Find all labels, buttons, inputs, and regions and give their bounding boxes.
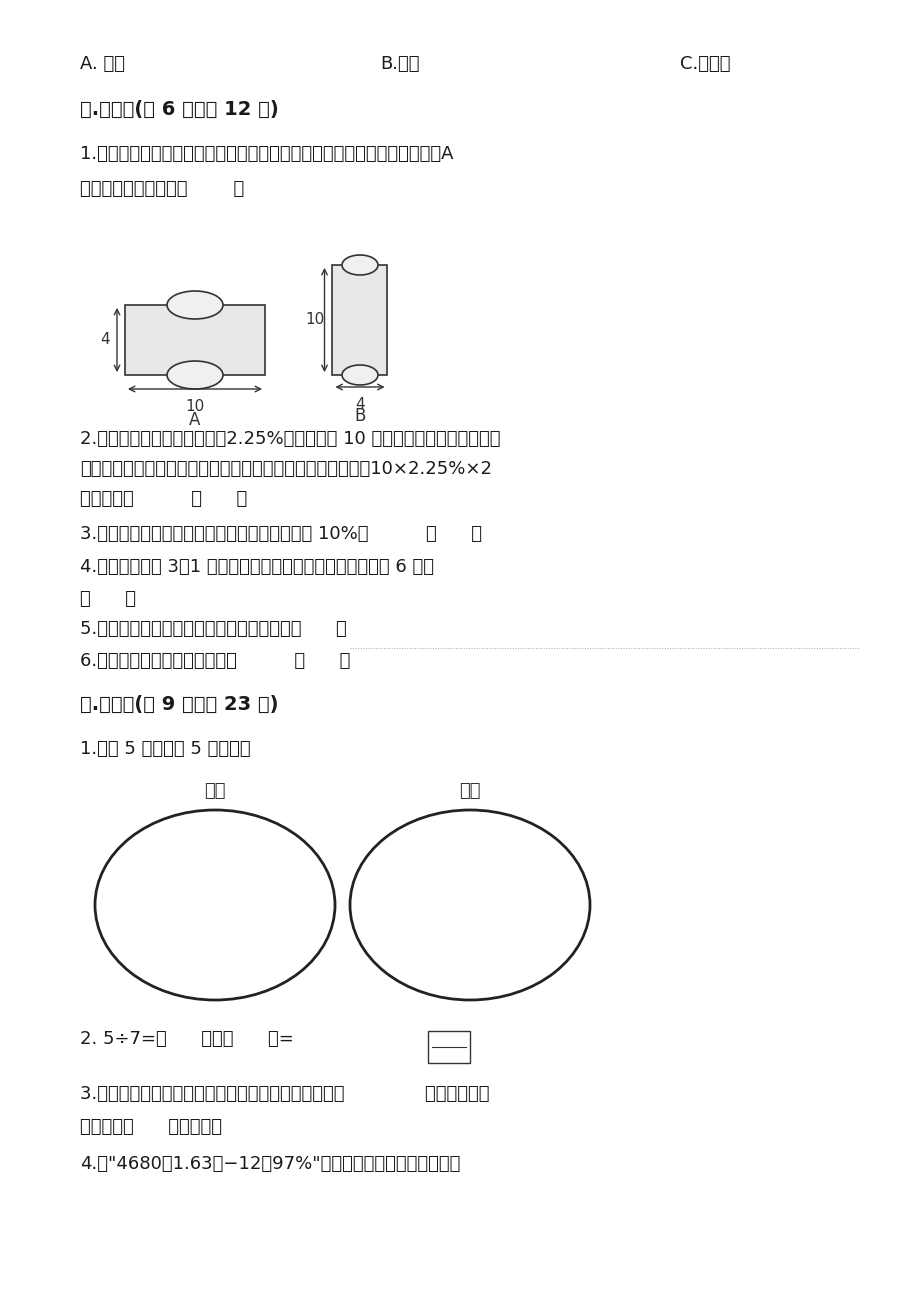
Ellipse shape — [95, 810, 335, 1000]
Ellipse shape — [167, 361, 222, 389]
Text: 5.分数值一定，分子和分母成正比例关系。（      ）: 5.分数值一定，分子和分母成正比例关系。（ ） — [80, 620, 346, 638]
Bar — [125, 305, 265, 375]
Text: 1.写出 5 个正数和 5 个负数。: 1.写出 5 个正数和 5 个负数。 — [80, 740, 250, 758]
Text: 2. 5÷7=（      ）：（      ）=: 2. 5÷7=（ ）：（ ）= — [80, 1030, 293, 1048]
Text: 三送一是（      ）折销售。: 三送一是（ ）折销售。 — [80, 1118, 221, 1137]
Text: 1.如图是两个圆柱模型表面展示图。（单位：厘米）我不用计算，可以判断A: 1.如图是两个圆柱模型表面展示图。（单位：厘米）我不用计算，可以判断A — [80, 145, 453, 163]
Ellipse shape — [349, 810, 589, 1000]
Text: 3.一件上衣现在打八折出售，就是说比原价降低 10%。          （      ）: 3.一件上衣现在打八折出售，就是说比原价降低 10%。 （ ） — [80, 525, 482, 543]
Text: A: A — [189, 411, 200, 428]
Text: 圆柱的体积一定大。（        ）: 圆柱的体积一定大。（ ） — [80, 180, 244, 198]
Text: 4.把一个图形按 3：1 的比放大，放大后的图形面积是原来的 6 倍。: 4.把一个图形按 3：1 的比放大，放大后的图形面积是原来的 6 倍。 — [80, 559, 434, 575]
Text: B: B — [354, 408, 365, 424]
Ellipse shape — [342, 365, 378, 385]
Text: 10: 10 — [185, 398, 204, 414]
Text: 10: 10 — [304, 312, 323, 328]
Text: 负数: 负数 — [459, 783, 481, 799]
Text: 2.银行活期储蓄一年期利率是2.25%，张叔叔有 10 万元本金，在银行活期储蓄: 2.银行活期储蓄一年期利率是2.25%，张叔叔有 10 万元本金，在银行活期储蓄 — [80, 430, 500, 448]
FancyBboxPatch shape — [427, 1031, 470, 1062]
Text: C.长方体: C.长方体 — [679, 55, 730, 73]
Text: 二.判断题(共 6 题，共 12 分): 二.判断题(共 6 题，共 12 分) — [80, 100, 278, 118]
Text: 3.春节期间，某大型商场搞促销活动，买四送一是打（              ）折销售；买: 3.春节期间，某大型商场搞促销活动，买四送一是打（ ）折销售；买 — [80, 1085, 489, 1103]
Bar — [332, 266, 387, 375]
Text: 4: 4 — [100, 332, 109, 348]
Text: （      ）: （ ） — [80, 590, 136, 608]
Text: B.圆柱: B.圆柱 — [380, 55, 419, 73]
Text: 一年后又续存了一年，他两年后获得的利息是多少钱？列式：10×2.25%×2: 一年后又续存了一年，他两年后获得的利息是多少钱？列式：10×2.25%×2 — [80, 460, 492, 478]
Text: 正数: 正数 — [204, 783, 225, 799]
Text: 三.填空题(共 9 题，共 23 分): 三.填空题(共 9 题，共 23 分) — [80, 695, 278, 713]
Text: 6.比例是由任意两个比组成的。          （      ）: 6.比例是由任意两个比组成的。 （ ） — [80, 652, 350, 671]
Text: （万元）。          （      ）: （万元）。 （ ） — [80, 490, 247, 508]
Ellipse shape — [167, 292, 222, 319]
Ellipse shape — [342, 255, 378, 275]
Text: A. 圆锥: A. 圆锥 — [80, 55, 125, 73]
Text: 4: 4 — [355, 397, 365, 411]
Text: 4.将"4680，1.63，−12，97%"分别填入下列合适的括号里。: 4.将"4680，1.63，−12，97%"分别填入下列合适的括号里。 — [80, 1155, 460, 1173]
